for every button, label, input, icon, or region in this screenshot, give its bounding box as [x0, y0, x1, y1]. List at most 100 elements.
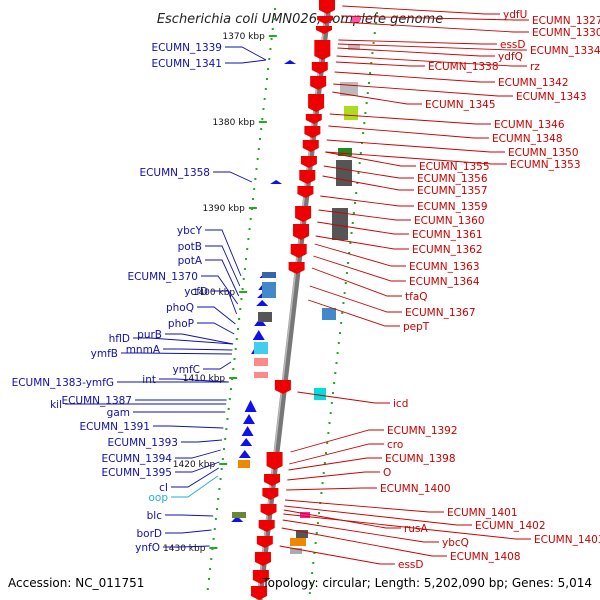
- tick-dot: [271, 28, 274, 30]
- reverse-gene: [244, 400, 257, 412]
- tick-dot: [350, 232, 353, 234]
- right-gene-label: ydfU: [503, 9, 527, 21]
- tick-dot: [206, 588, 209, 590]
- left-gene-label: blc: [147, 510, 163, 522]
- left-leader-line: [175, 461, 220, 473]
- tick-dot: [236, 328, 239, 330]
- left-gene-label: cI: [159, 482, 168, 494]
- right-gene-label: ECUMN_1342: [498, 77, 569, 89]
- tick-dot: [358, 162, 361, 164]
- right-gene-label: ECUMN_1348: [492, 133, 563, 145]
- forward-gene: [295, 206, 312, 222]
- tick-dot: [209, 568, 212, 570]
- right-gene-label: ECUMN_1361: [412, 229, 483, 241]
- tick-dot: [363, 122, 366, 124]
- reverse-gene: [241, 426, 254, 436]
- tick-dot: [372, 42, 375, 44]
- tick-dot: [321, 482, 324, 484]
- left-gene-label: ymfC: [173, 364, 200, 376]
- reverse-gene: [242, 414, 255, 424]
- left-gene-label: potB: [178, 241, 202, 253]
- left-gene-label: ECUMN_1341: [151, 58, 222, 70]
- tick-dot: [348, 252, 351, 254]
- right-gene-label: essD: [500, 39, 526, 51]
- tick-dot: [340, 322, 343, 324]
- tick-dot: [337, 342, 340, 344]
- left-gene-label: ECUMN_1358: [139, 167, 210, 179]
- tick-dot: [367, 82, 370, 84]
- right-leader-line: [325, 151, 507, 165]
- tick-dot: [312, 562, 315, 564]
- gene-block: [262, 282, 276, 298]
- tick-dot: [238, 318, 241, 320]
- tick-dot: [311, 572, 314, 574]
- left-gene-label: ECUMN_1393: [107, 437, 178, 449]
- forward-gene: [293, 224, 310, 240]
- gene-block: [254, 342, 268, 354]
- tick-dot: [373, 32, 376, 34]
- forward-gene: [319, 0, 335, 14]
- right-gene-label: ECUMN_1350: [508, 147, 579, 159]
- left-leader-line: [121, 352, 232, 355]
- left-leader-line: [197, 322, 235, 335]
- right-gene-label: ECUMN_1392: [387, 425, 458, 437]
- right-leader-line: [340, 21, 529, 33]
- left-gene-label: ynfO: [135, 542, 160, 554]
- right-leader-line: [317, 221, 409, 235]
- right-leader-line: [279, 545, 395, 565]
- accession-text: Accession: NC_011751: [8, 576, 144, 590]
- right-leader-line: [323, 165, 414, 179]
- gene-block: [254, 372, 268, 378]
- kbp-label: 1390 kbp: [202, 204, 245, 214]
- right-gene-label: O: [383, 467, 391, 479]
- tick-dot: [355, 192, 358, 194]
- tick-dot: [313, 552, 316, 554]
- tick-dot: [323, 462, 326, 464]
- forward-gene: [266, 452, 283, 470]
- left-gene-label: ECUMN_1370: [127, 271, 198, 283]
- gene-block: [290, 548, 302, 554]
- gene-block: [338, 148, 352, 156]
- kbp-label: 1410 kbp: [183, 374, 226, 384]
- gene-block: [290, 538, 306, 546]
- tick-dot: [249, 218, 252, 220]
- left-gene-label: ybcY: [177, 225, 203, 237]
- tick-dot: [341, 312, 344, 314]
- forward-gene: [288, 262, 305, 274]
- forward-gene: [300, 156, 317, 168]
- right-leader-line: [341, 15, 529, 21]
- left-gene-label: mnmA: [126, 344, 161, 356]
- forward-gene: [297, 186, 314, 198]
- right-leader-line: [322, 175, 414, 191]
- gene-labels: ECUMN_1339 ECUMN_1341 ECUMN_1358 ybcY potB po…: [12, 9, 600, 571]
- reverse-gene: [240, 438, 253, 446]
- left-leader-line: [133, 337, 234, 345]
- tick-dot: [267, 68, 270, 70]
- reverse-gene: [256, 300, 269, 306]
- tick-dot: [354, 202, 357, 204]
- left-gene-label: ECUMN_1395: [101, 467, 172, 479]
- right-leader-line: [336, 55, 527, 67]
- tick-dot: [256, 158, 259, 160]
- left-leader-line: [153, 425, 224, 429]
- forward-gene: [302, 140, 319, 152]
- kbp-label: 1380 kbp: [212, 118, 255, 128]
- tick-dot: [247, 238, 250, 240]
- tick-dot: [265, 78, 268, 80]
- forward-gene: [311, 62, 328, 74]
- tick-dot: [359, 152, 362, 154]
- reverse-gene: [231, 516, 244, 522]
- right-leader-line: [337, 47, 495, 57]
- tick-dot: [274, 8, 277, 10]
- tick-dot: [226, 418, 229, 420]
- forward-gene: [308, 94, 325, 112]
- tick-dot: [316, 522, 319, 524]
- left-leader-line: [205, 229, 242, 277]
- left-leader-line: [211, 290, 237, 315]
- left-gene-label: phoP: [168, 318, 194, 330]
- kbp-label: 1370 kbp: [222, 32, 265, 42]
- gene-block: [262, 272, 276, 278]
- left-gene-label: potA: [178, 255, 203, 267]
- right-leader-line: [329, 113, 491, 125]
- forward-gene: [252, 570, 269, 584]
